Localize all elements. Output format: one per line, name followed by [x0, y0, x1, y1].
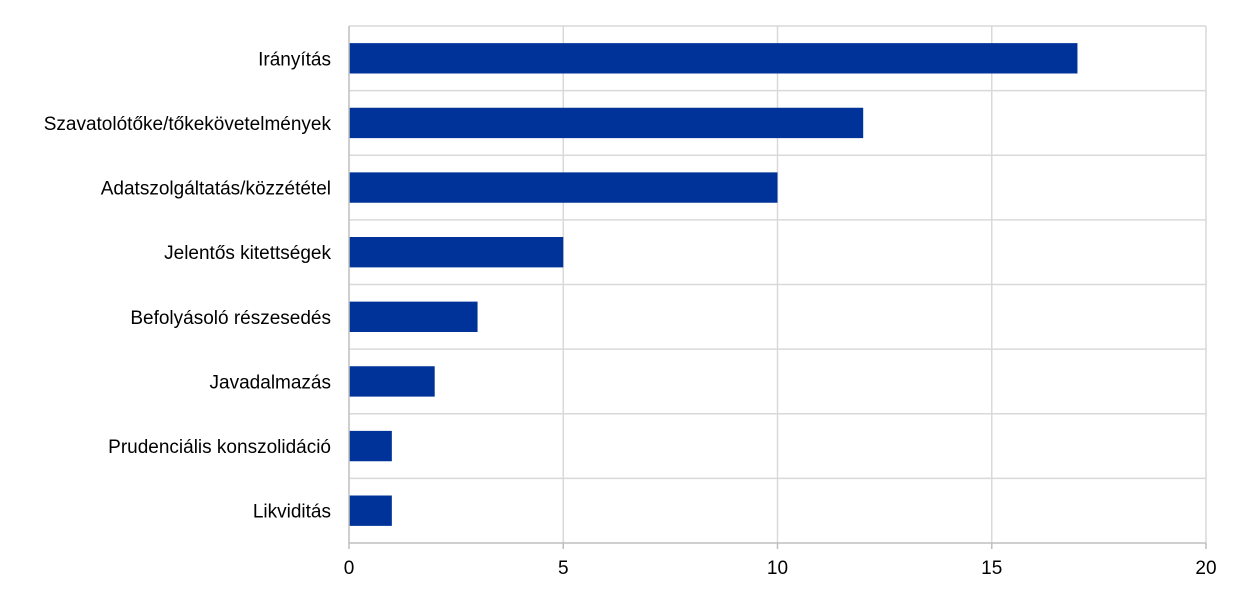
x-tick-label: 15 [981, 558, 1002, 579]
x-tick-labels: 0 5 10 15 20 [344, 558, 1217, 579]
x-tick-label: 10 [767, 558, 788, 579]
bar [349, 495, 392, 526]
bar [349, 430, 392, 462]
category-label: Prudenciális konszolidáció [108, 437, 331, 458]
x-tick-label: 20 [1195, 558, 1216, 579]
category-label: Befolyásoló részesedés [130, 308, 331, 329]
bar [349, 301, 478, 332]
x-tick-label: 5 [558, 558, 569, 579]
category-label: Irányítás [258, 49, 331, 70]
category-labels: Irányítás Szavatolótőke/tőkekövetelmények… [44, 49, 332, 522]
category-label: Szavatolótőke/tőkekövetelmények [44, 114, 332, 135]
axes [348, 26, 1207, 549]
bar [349, 366, 435, 397]
category-label: Adatszolgáltatás/közzététel [101, 179, 331, 200]
grid-lines [349, 25, 1207, 543]
x-tick-label: 0 [344, 558, 355, 579]
category-label: Javadalmazás [210, 372, 331, 393]
bar [349, 237, 564, 268]
category-label: Likviditás [253, 502, 331, 523]
category-label: Jelentős kitettségek [164, 243, 331, 264]
bar [349, 172, 778, 203]
bars [349, 43, 1078, 526]
bar [349, 107, 864, 139]
bar [349, 43, 1078, 74]
